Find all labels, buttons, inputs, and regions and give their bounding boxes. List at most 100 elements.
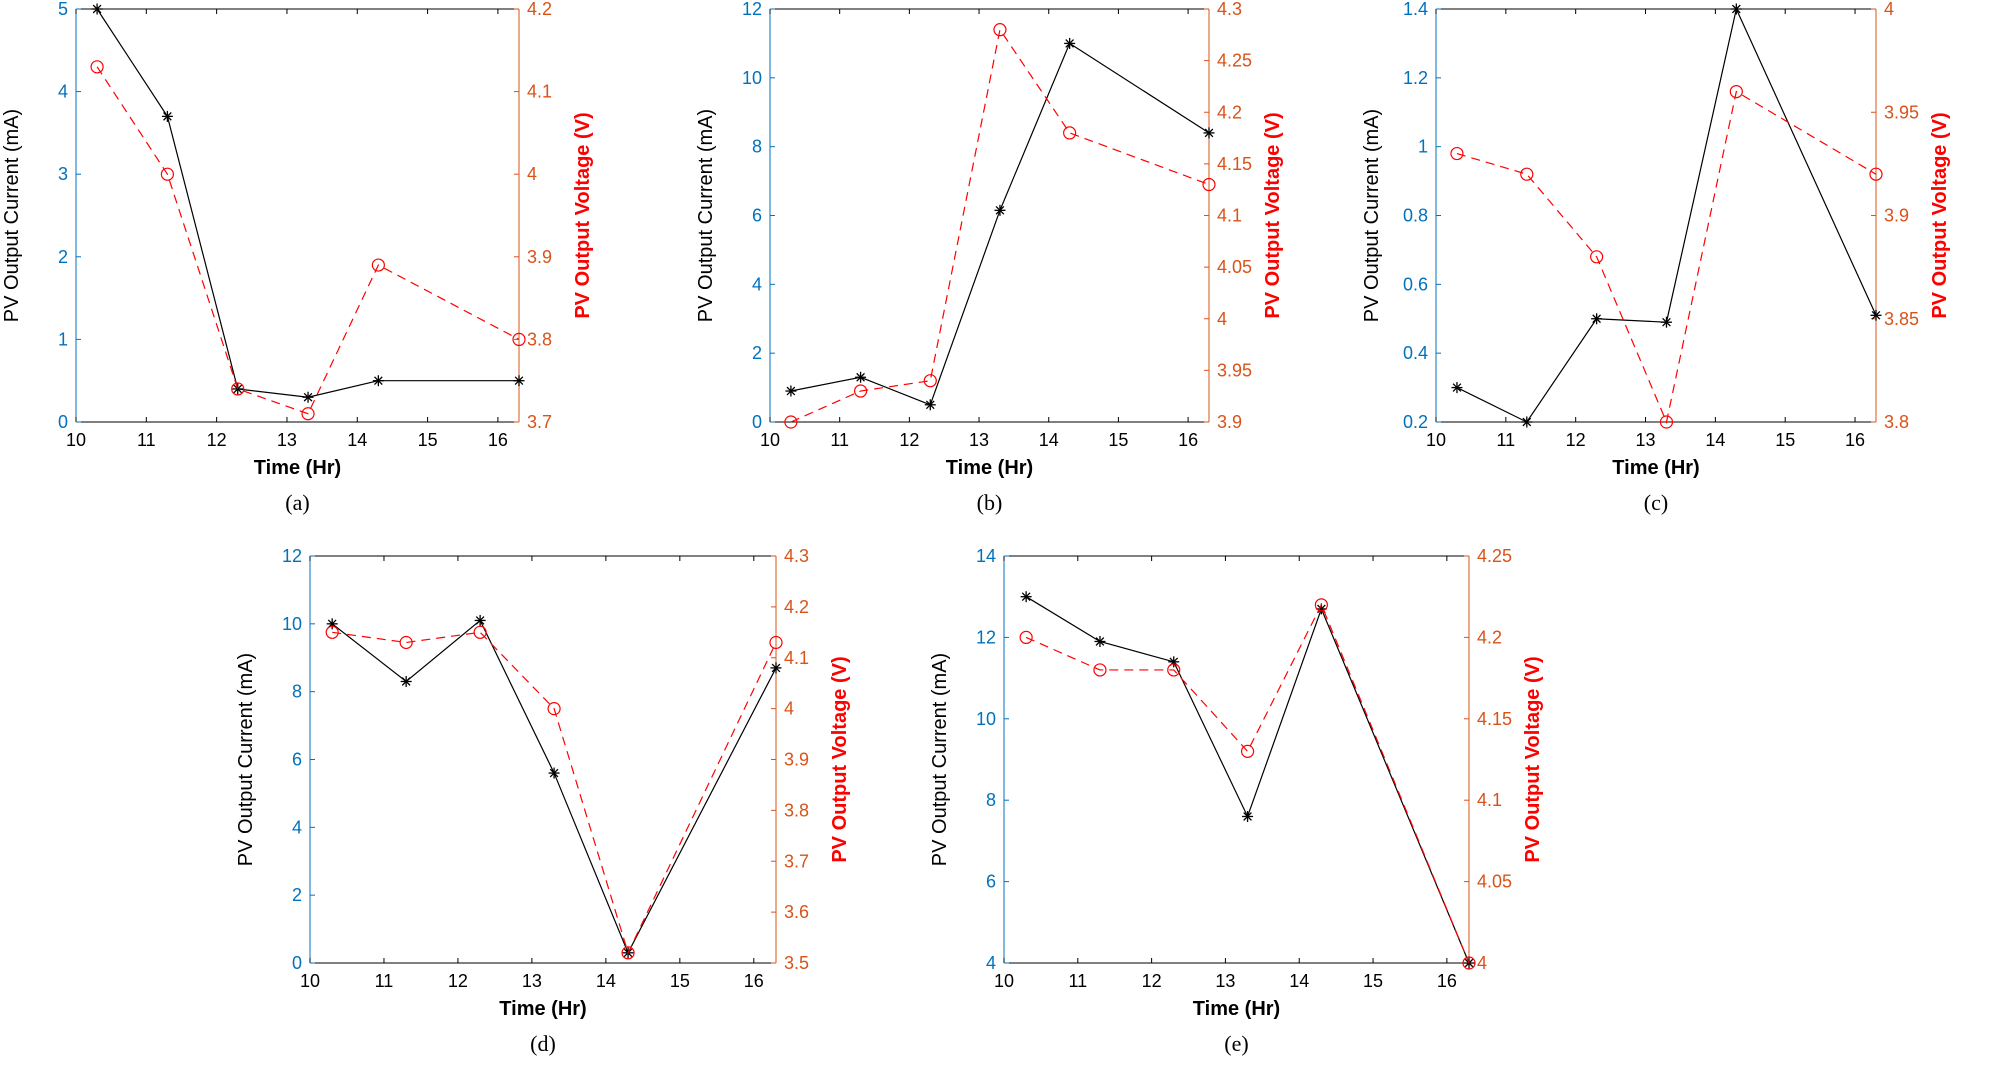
voltage-point-marker (923, 374, 937, 388)
right-y-axis-label: PV Output Voltage (V) (1262, 112, 1284, 318)
current-point-marker (1660, 316, 1672, 328)
right-y-tick-label: 3.9 (527, 247, 552, 267)
current-point-marker (302, 391, 314, 403)
current-point-marker (1591, 313, 1603, 325)
marker-stroke (1243, 812, 1252, 821)
left-y-tick-label: 0 (292, 953, 302, 973)
right-y-tick-label: 4.3 (1217, 0, 1242, 19)
voltage-point-marker (325, 625, 339, 639)
voltage-point-marker (231, 382, 245, 396)
x-tick-label: 10 (760, 430, 780, 450)
right-y-tick-label: 3.95 (1884, 102, 1919, 122)
left-y-tick-label: 0.2 (1403, 412, 1428, 432)
voltage-point-marker (1202, 177, 1216, 192)
marker-stroke (1095, 637, 1105, 646)
current-point-marker (1451, 382, 1463, 394)
current-point-marker (474, 614, 486, 626)
right-y-tick-label: 4.25 (1217, 51, 1252, 71)
current-point-marker (994, 204, 1006, 216)
x-tick-label: 16 (1437, 971, 1457, 991)
right-y-tick-label: 3.8 (1884, 412, 1909, 432)
x-tick-label: 10 (1426, 430, 1446, 450)
right-y-tick-label: 4.05 (1477, 872, 1512, 892)
right-y-tick-label: 4.1 (1217, 206, 1242, 226)
marker-stroke (1452, 383, 1462, 392)
right-y-tick-label: 4.05 (1217, 257, 1252, 277)
right-y-tick-label: 4.2 (1477, 627, 1502, 647)
current-point-marker (785, 385, 797, 397)
left-y-tick-label: 12 (282, 546, 302, 566)
panel-caption: (e) (1224, 1031, 1248, 1056)
left-y-tick-label: 4 (58, 82, 68, 102)
panel-caption: (a) (285, 490, 309, 515)
right-y-tick-label: 4.25 (1477, 546, 1512, 566)
left-y-tick-label: 4 (292, 817, 302, 837)
marker-stroke (995, 205, 1005, 215)
x-tick-label: 13 (277, 430, 297, 450)
right-y-tick-label: 4 (527, 164, 537, 184)
voltage-series-line (1456, 90, 1877, 424)
left-y-tick-label: 2 (292, 885, 302, 905)
current-point-marker (1730, 3, 1742, 15)
left-y-axis-label: PV Output Current (mA) (235, 653, 257, 866)
current-point-marker (1242, 810, 1254, 822)
current-point-marker (513, 375, 525, 387)
x-tick-label: 10 (994, 971, 1014, 991)
left-y-tick-label: 4 (986, 953, 996, 973)
right-y-tick-label: 3.9 (1217, 412, 1242, 432)
panel-caption: (d) (530, 1031, 556, 1056)
x-tick-label: 16 (488, 430, 508, 450)
chart-panel-a: 10 11 12 13 14 15 160123453.73.83.944.14.2Time… (1, 0, 594, 515)
right-y-tick-label: 4 (784, 699, 794, 719)
voltage-point-marker (473, 625, 487, 639)
right-y-axis-label: PV Output Voltage (V) (829, 656, 851, 862)
left-y-tick-label: 3 (58, 164, 68, 184)
x-tick-label: 12 (1142, 971, 1162, 991)
right-y-axis-label: PV Output Voltage (V) (572, 112, 594, 318)
right-y-tick-label: 4.3 (784, 546, 809, 566)
voltage-point-marker (512, 332, 526, 346)
x-axis-label: Time (Hr) (946, 457, 1033, 479)
right-y-tick-label: 3.85 (1884, 309, 1919, 329)
x-tick-label: 12 (448, 971, 468, 991)
left-y-tick-label: 8 (986, 790, 996, 810)
left-y-tick-label: 1.4 (1403, 0, 1428, 19)
marker-stroke (233, 384, 243, 394)
right-y-axis-label: PV Output Voltage (V) (1929, 112, 1951, 318)
x-tick-label: 10 (300, 971, 320, 991)
current-point-marker (1064, 37, 1076, 49)
voltage-point-marker (1063, 126, 1077, 140)
left-y-tick-label: 12 (742, 0, 762, 19)
voltage-point-marker (1520, 167, 1534, 181)
left-y-tick-label: 6 (752, 206, 762, 226)
voltage-point-marker (160, 167, 175, 181)
left-y-tick-label: 8 (292, 682, 302, 702)
marker-stroke (1662, 317, 1671, 327)
left-y-axis-label: PV Output Current (mA) (1361, 109, 1383, 322)
x-tick-label: 15 (1363, 971, 1383, 991)
voltage-point-marker (853, 384, 868, 398)
left-y-tick-label: 10 (742, 68, 762, 88)
left-y-tick-label: 4 (752, 274, 762, 294)
marker-stroke (549, 768, 559, 778)
voltage-point-marker (784, 415, 798, 429)
marker-stroke (1592, 314, 1601, 324)
left-y-tick-label: 1.2 (1403, 68, 1428, 88)
x-tick-label: 16 (744, 971, 764, 991)
left-y-tick-label: 0.6 (1403, 274, 1428, 294)
current-series-line (1456, 7, 1877, 423)
current-point-marker (161, 110, 173, 122)
voltage-point-marker (1019, 630, 1033, 645)
left-y-tick-label: 10 (282, 614, 302, 634)
current-point-marker (855, 371, 867, 383)
left-y-axis-label: PV Output Current (mA) (695, 109, 717, 322)
right-y-tick-label: 4.15 (1477, 709, 1512, 729)
right-y-tick-label: 4.1 (527, 82, 552, 102)
voltage-series-line (790, 28, 1210, 423)
x-tick-label: 12 (1566, 430, 1586, 450)
voltage-point-marker (1167, 663, 1181, 677)
current-point-marker (1094, 635, 1106, 647)
current-point-marker (1020, 591, 1032, 603)
voltage-point-marker (1240, 744, 1255, 758)
